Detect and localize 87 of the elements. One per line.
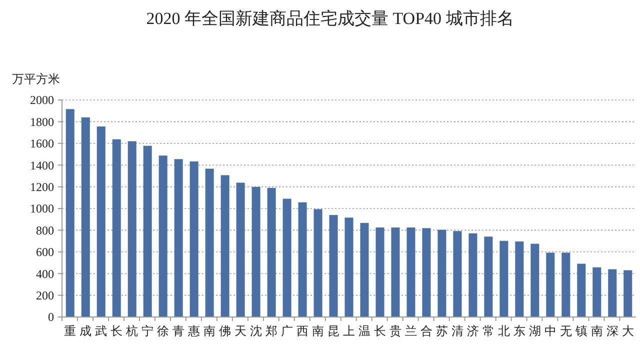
bar [406, 227, 416, 317]
x-tick-label: 杭 [125, 324, 138, 338]
bar [592, 267, 602, 317]
x-tick-label: 南 [312, 324, 324, 338]
bar [391, 227, 400, 317]
x-tick-label: 贵 [389, 324, 402, 338]
bar [190, 161, 198, 317]
x-tick-label: 佛 [219, 324, 232, 338]
bar [220, 175, 230, 317]
bar [608, 269, 617, 317]
bar [112, 139, 121, 317]
y-tick-label: 1000 [30, 202, 54, 216]
bar [143, 146, 152, 317]
y-tick-label: 200 [36, 288, 54, 302]
x-tick-label: 济 [466, 324, 479, 338]
x-tick-label: 广 [281, 324, 294, 338]
y-tick-label: 400 [36, 266, 54, 281]
x-tick-label: 沈 [250, 324, 262, 338]
x-tick-label: 湖 [528, 324, 541, 338]
y-tick-label: 0 [48, 310, 54, 324]
x-tick-label: 常 [482, 324, 494, 338]
x-tick-label: 无 [560, 324, 572, 338]
bar [500, 240, 508, 317]
x-tick-label: 深 [606, 324, 618, 338]
bar [484, 236, 493, 317]
x-tick-label: 青 [172, 324, 185, 338]
bar [252, 186, 260, 317]
x-tick-label: 昆 [328, 324, 340, 338]
x-tick-label: 长 [374, 324, 386, 338]
bar [174, 159, 183, 317]
x-tick-label: 东 [513, 324, 526, 338]
bar [624, 270, 632, 317]
x-tick-label: 重 [64, 324, 76, 338]
bar [577, 264, 586, 317]
x-tick-label: 苏 [436, 324, 448, 338]
chart-title: 2020 年全国新建商品住宅成交量 TOP40 城市排名 [146, 9, 514, 28]
y-axis-title: 万平方米 [12, 72, 60, 86]
x-tick-label: 天 [234, 324, 247, 338]
bar [158, 156, 168, 317]
bar [236, 182, 245, 317]
bar [81, 117, 90, 317]
bar [267, 188, 276, 317]
x-tick-label: 南 [590, 324, 603, 338]
x-tick-label: 合 [420, 324, 432, 338]
x-tick-label: 兰 [404, 324, 417, 338]
x-tick-label: 镇 [574, 324, 588, 338]
y-tick-label: 1600 [30, 136, 54, 151]
x-tick-label: 清 [451, 324, 464, 338]
bar [66, 109, 74, 317]
bar [360, 222, 369, 317]
bar [344, 218, 354, 317]
bar [128, 141, 136, 317]
x-tick-label: 北 [498, 324, 510, 338]
x-tick-label: 上 [343, 324, 355, 338]
x-tick-label: 徐 [157, 324, 170, 338]
y-tick-label: 1200 [30, 180, 54, 194]
x-tick-label: 温 [358, 324, 370, 338]
x-tick-label: 西 [296, 324, 309, 338]
bar [515, 241, 524, 317]
y-tick-label: 1800 [30, 114, 54, 129]
bar [376, 227, 384, 317]
x-tick-label: 武 [95, 324, 108, 338]
x-tick-label: 惠 [187, 324, 200, 338]
bar [468, 233, 478, 317]
x-tick-label: 成 [80, 324, 92, 338]
bar [298, 202, 307, 317]
x-tick-label: 宁 [142, 324, 154, 338]
x-tick-label: 长 [110, 324, 123, 338]
bar [329, 215, 338, 317]
bar [562, 252, 570, 317]
bar [453, 231, 462, 317]
y-tick-label: 2000 [30, 93, 54, 108]
bar [422, 228, 431, 317]
bar [314, 209, 322, 317]
y-tick-label: 1400 [30, 158, 54, 172]
y-tick-label: 800 [36, 223, 54, 238]
x-tick-label: 南 [204, 324, 216, 338]
bar [282, 198, 292, 317]
bar [546, 252, 555, 317]
bar [205, 168, 214, 317]
x-tick-label: 郑 [266, 324, 278, 338]
x-tick-label: 中 [544, 324, 556, 338]
y-tick-label: 600 [36, 245, 54, 260]
bar [438, 230, 446, 317]
bar [96, 126, 106, 317]
bar [530, 244, 540, 317]
x-tick-label: 大 [622, 324, 634, 338]
